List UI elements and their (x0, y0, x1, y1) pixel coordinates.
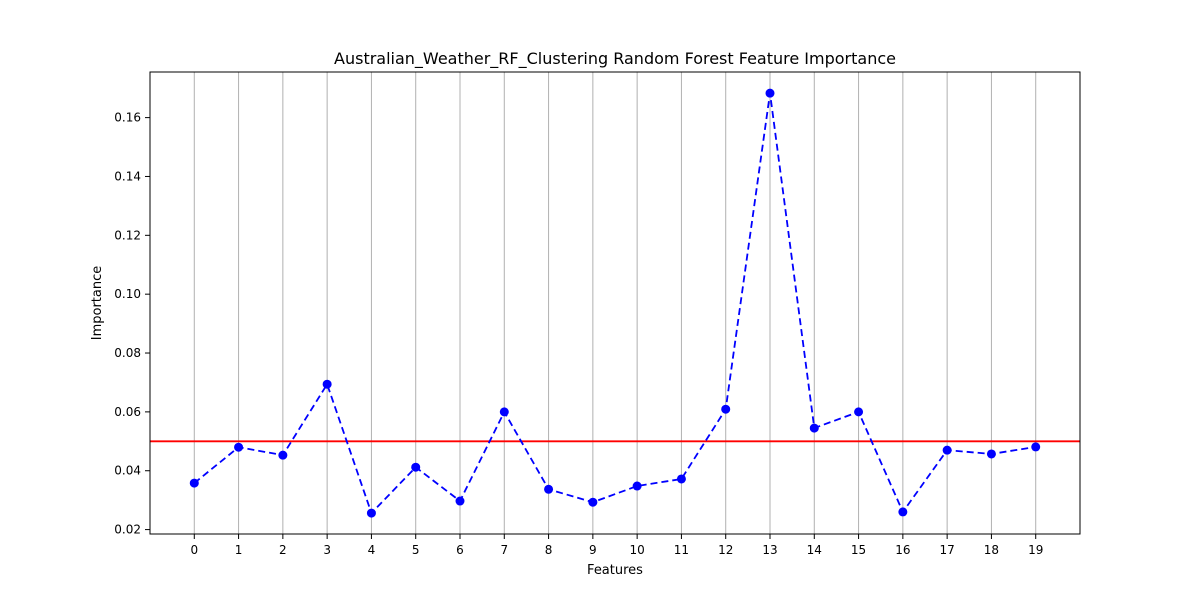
data-point (411, 462, 421, 472)
x-tick-label: 19 (1028, 543, 1043, 557)
series-line (193, 93, 1036, 515)
plot-frame (149, 71, 1081, 535)
data-point (632, 481, 642, 491)
data-point (898, 507, 908, 517)
data-point (676, 474, 686, 484)
data-point (544, 484, 554, 494)
x-tick-label: 14 (807, 543, 822, 557)
x-tick-label: 16 (895, 543, 910, 557)
data-point (499, 407, 509, 417)
x-tick-label: 2 (279, 543, 287, 557)
y-tick-label: 0.04 (114, 464, 141, 478)
x-tick-label: 15 (851, 543, 866, 557)
data-point (721, 404, 731, 414)
data-point (942, 445, 952, 455)
chart-title: Australian_Weather_RF_Clustering Random … (334, 49, 896, 69)
x-tick-label: 18 (984, 543, 999, 557)
x-axis-label: Features (587, 563, 643, 578)
x-tick-label: 7 (500, 543, 508, 557)
x-tick-label: 8 (545, 543, 553, 557)
grid-lines (193, 72, 1037, 534)
data-point (455, 496, 465, 506)
x-axis: 0 1 2 3 4 5 6 7 8 9 10 11 12 13 14 15 16 17 18 19 (190, 534, 1043, 557)
data-point (1031, 442, 1041, 452)
data-point (986, 449, 996, 459)
data-point (588, 497, 598, 507)
data-point (765, 88, 775, 98)
x-tick-label: 9 (589, 543, 597, 557)
data-point (189, 478, 199, 488)
y-tick-label: 0.16 (114, 111, 141, 125)
data-point (366, 508, 376, 518)
y-tick-label: 0.14 (114, 169, 141, 183)
x-tick-label: 6 (456, 543, 464, 557)
data-point (234, 442, 244, 452)
x-tick-label: 4 (368, 543, 376, 557)
y-tick-label: 0.06 (114, 405, 141, 419)
x-tick-label: 11 (674, 543, 689, 557)
series-layer (189, 88, 1041, 518)
x-tick-label: 10 (630, 543, 645, 557)
x-tick-label: 0 (190, 543, 198, 557)
x-tick-label: 13 (762, 543, 777, 557)
x-tick-label: 3 (323, 543, 331, 557)
y-axis: 0.02 0.04 0.06 0.08 0.10 0.12 0.14 0.16 (114, 111, 150, 537)
y-tick-label: 0.08 (114, 346, 141, 360)
x-tick-label: 12 (718, 543, 733, 557)
y-tick-label: 0.12 (114, 228, 141, 242)
x-tick-label: 1 (235, 543, 243, 557)
y-axis-label: Importance (90, 266, 105, 341)
data-point (278, 450, 288, 460)
data-point (809, 423, 819, 433)
x-tick-label: 17 (940, 543, 955, 557)
y-tick-label: 0.10 (114, 287, 141, 301)
x-tick-label: 5 (412, 543, 420, 557)
data-point (854, 407, 864, 417)
data-point (322, 379, 332, 389)
y-tick-label: 0.02 (114, 523, 141, 537)
